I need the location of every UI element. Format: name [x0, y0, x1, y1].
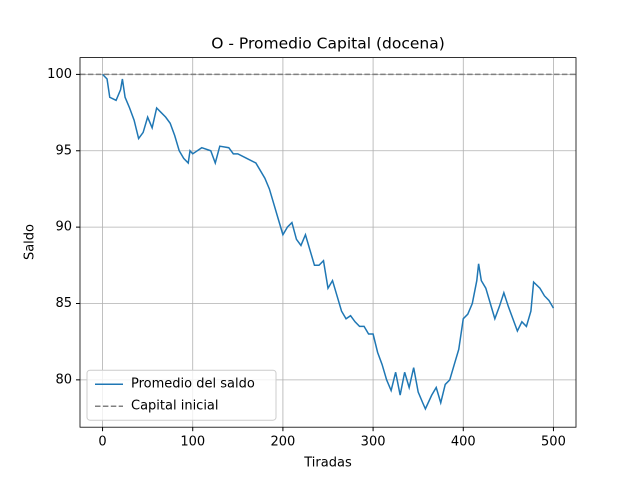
y-tick-label: 100 — [47, 67, 72, 82]
x-tick-label: 300 — [361, 435, 386, 450]
chart-title: O - Promedio Capital (docena) — [211, 35, 445, 53]
x-tick-label: 500 — [541, 435, 566, 450]
x-tick-label: 200 — [270, 435, 295, 450]
y-tick-label: 95 — [55, 143, 72, 158]
y-tick-label: 80 — [55, 372, 72, 387]
legend-label: Promedio del saldo — [131, 377, 255, 392]
legend — [86, 369, 277, 421]
x-axis-label: Tiradas — [303, 456, 352, 471]
x-tick-label: 400 — [451, 435, 476, 450]
x-tick-label: 0 — [98, 435, 106, 450]
y-axis-label: Saldo — [23, 224, 38, 260]
axes-frame — [79, 57, 577, 428]
data-line — [102, 73, 555, 411]
y-tick-label: 85 — [55, 296, 72, 311]
y-tick-label: 90 — [55, 220, 72, 235]
x-tick-label: 100 — [180, 435, 205, 450]
legend-label: Capital inicial — [131, 399, 219, 414]
